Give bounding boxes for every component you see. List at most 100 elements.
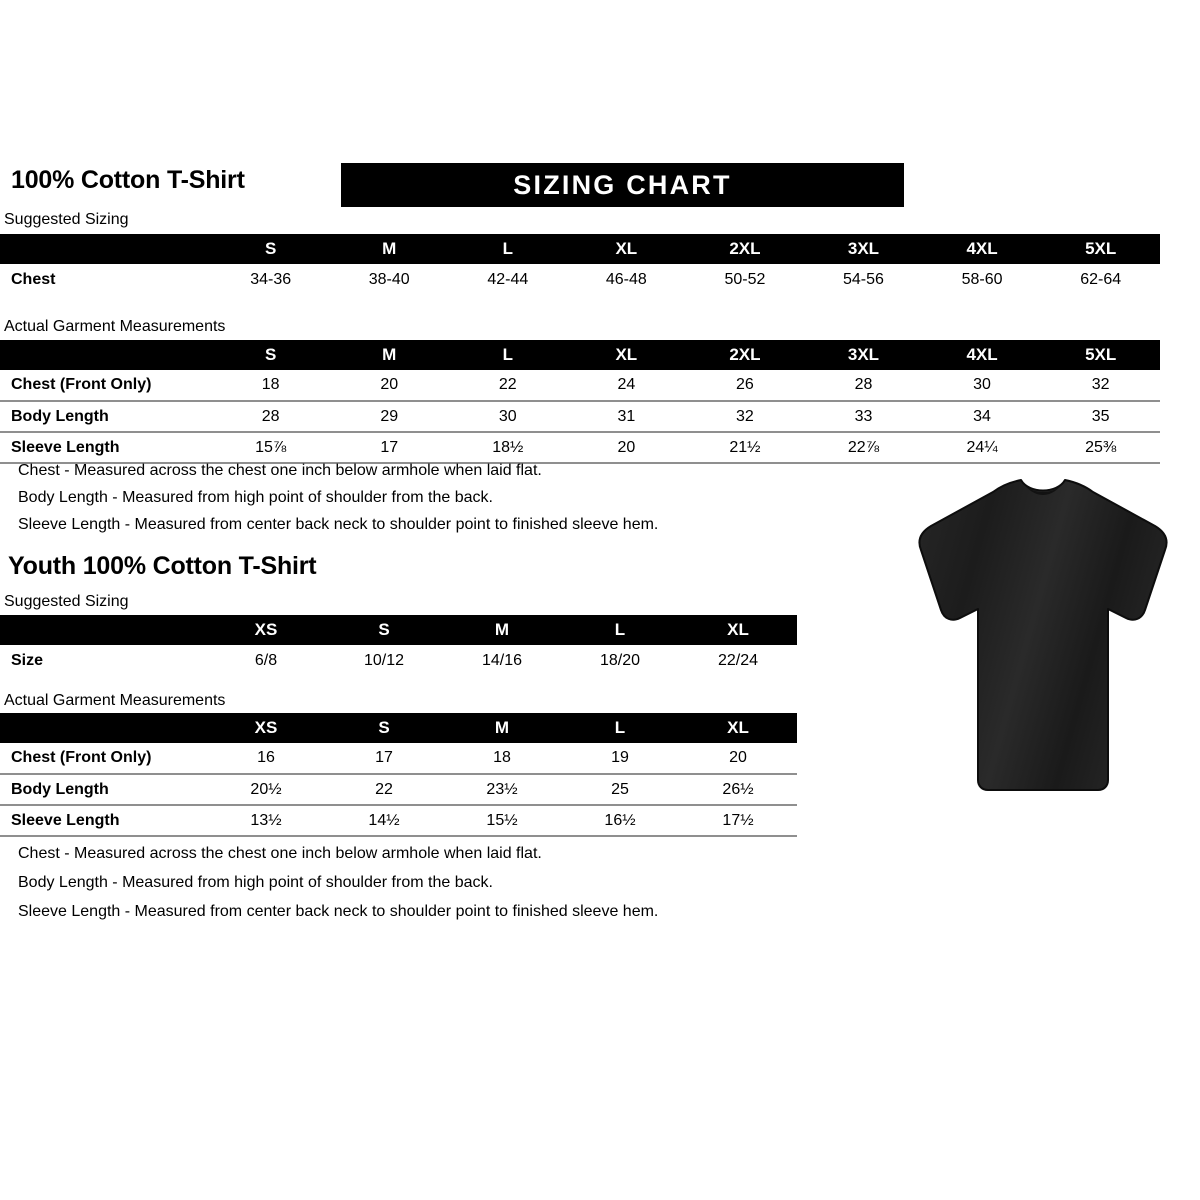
column-header-5xl: 5XL bbox=[1085, 239, 1117, 258]
tshirt-product-image bbox=[893, 470, 1193, 810]
youth-note-sleeve-length: Sleeve Length - Measured from center bac… bbox=[18, 903, 659, 920]
table-row: Body Length 20½ 22 23½ 25 26½ bbox=[0, 774, 797, 805]
youth-suggested-sizing-label: Suggested Sizing bbox=[4, 593, 129, 610]
cell-chest-5xl: 62-64 bbox=[1080, 271, 1122, 288]
cell-sleevelength-l: 18½ bbox=[492, 438, 524, 456]
youth-suggested-sizing-table: XS S M L XL Size 6/8 10/12 14/16 18/20 2… bbox=[0, 615, 797, 676]
cell-chest-4xl: 58-60 bbox=[961, 271, 1003, 288]
table-row: Chest (Front Only) 18 20 22 24 26 28 30 … bbox=[0, 370, 1160, 401]
row-label-sleeve-length: Sleeve Length bbox=[11, 811, 120, 829]
column-header-s: S bbox=[378, 620, 390, 639]
column-header-l: L bbox=[502, 345, 513, 364]
cell-bodylength-5xl: 35 bbox=[1091, 407, 1110, 425]
cell-bodylength-s: 22 bbox=[375, 780, 393, 798]
cell-bodylength-3xl: 33 bbox=[854, 407, 873, 425]
cell-size-m: 14/16 bbox=[481, 651, 523, 669]
column-header-4xl: 4XL bbox=[966, 345, 998, 364]
cell-chest-m: 38-40 bbox=[368, 271, 410, 288]
column-header-s: S bbox=[378, 718, 390, 737]
cell-bodylength-xl: 31 bbox=[617, 407, 636, 425]
column-header-l: L bbox=[614, 620, 626, 639]
column-header-blank bbox=[0, 340, 211, 370]
column-header-2xl: 2XL bbox=[729, 345, 761, 364]
youth-section-title: Youth 100% Cotton T-Shirt bbox=[8, 552, 317, 580]
row-label-body-length: Body Length bbox=[11, 407, 109, 425]
cell-chestfront-4xl: 30 bbox=[973, 376, 991, 393]
column-header-m: M bbox=[382, 345, 397, 364]
cell-sleevelength-m: 15½ bbox=[486, 811, 518, 829]
table-header-row: XS S M L XL bbox=[0, 713, 797, 743]
cell-sleevelength-m: 17 bbox=[380, 438, 399, 456]
row-label-body-length: Body Length bbox=[11, 780, 109, 798]
row-label-sleeve-length: Sleeve Length bbox=[11, 438, 120, 456]
cell-chestfront-5xl: 32 bbox=[1091, 376, 1110, 393]
cell-bodylength-xl: 26½ bbox=[722, 780, 754, 798]
table-row: Sleeve Length 13½ 14½ 15½ 16½ 17½ bbox=[0, 805, 797, 836]
cell-chest-xl: 46-48 bbox=[605, 271, 647, 288]
column-header-m: M bbox=[494, 718, 510, 737]
column-header-3xl: 3XL bbox=[847, 239, 880, 258]
cell-sleevelength-l: 16½ bbox=[604, 811, 636, 829]
cell-chestfront-xs: 16 bbox=[257, 749, 275, 766]
row-label-chest-front-only: Chest (Front Only) bbox=[11, 376, 152, 393]
column-header-xl: XL bbox=[615, 239, 638, 258]
cell-sleevelength-3xl: 22⅞ bbox=[847, 438, 880, 456]
cell-bodylength-xs: 20½ bbox=[250, 780, 282, 798]
cell-size-s: 10/12 bbox=[363, 651, 405, 669]
adult-note-chest: Chest - Measured across the chest one in… bbox=[18, 462, 542, 479]
column-header-m: M bbox=[494, 620, 510, 639]
table-header-row: XS S M L XL bbox=[0, 615, 797, 645]
cell-sleevelength-4xl: 24¼ bbox=[966, 438, 998, 456]
column-header-xs: XS bbox=[254, 718, 278, 737]
column-header-xl: XL bbox=[727, 718, 749, 737]
cell-chestfront-2xl: 26 bbox=[736, 376, 754, 393]
table-row: Chest (Front Only) 16 17 18 19 20 bbox=[0, 743, 797, 774]
column-header-xl: XL bbox=[615, 345, 638, 364]
table-row: Size 6/8 10/12 14/16 18/20 22/24 bbox=[0, 645, 797, 676]
adult-suggested-sizing-label: Suggested Sizing bbox=[4, 211, 129, 228]
adult-suggested-sizing-table: S M L XL 2XL 3XL 4XL 5XL Chest 34-36 38-… bbox=[0, 234, 1160, 296]
cell-chestfront-xl: 20 bbox=[729, 749, 747, 766]
youth-actual-garment-label: Actual Garment Measurements bbox=[4, 692, 226, 709]
column-header-2xl: 2XL bbox=[729, 239, 761, 258]
column-header-5xl: 5XL bbox=[1085, 345, 1117, 364]
sizing-chart-banner: SIZING CHART bbox=[341, 163, 904, 207]
column-header-xl: XL bbox=[727, 620, 749, 639]
column-header-xs: XS bbox=[254, 620, 278, 639]
cell-sleevelength-xs: 13½ bbox=[250, 811, 282, 829]
cell-chest-2xl: 50-52 bbox=[724, 271, 766, 288]
table-row: Body Length 28 29 30 31 32 33 34 35 bbox=[0, 401, 1160, 432]
tshirt-icon bbox=[918, 479, 1168, 791]
column-header-l: L bbox=[502, 239, 513, 258]
table-header-row: S M L XL 2XL 3XL 4XL 5XL bbox=[0, 234, 1160, 264]
row-label-chest: Chest bbox=[11, 271, 56, 288]
cell-bodylength-l: 30 bbox=[498, 407, 517, 425]
column-header-m: M bbox=[382, 239, 397, 258]
column-header-blank bbox=[0, 615, 207, 645]
column-header-4xl: 4XL bbox=[966, 239, 998, 258]
table-row: Chest 34-36 38-40 42-44 46-48 50-52 54-5… bbox=[0, 264, 1160, 296]
cell-sleevelength-s: 14½ bbox=[368, 811, 400, 829]
adult-note-sleeve-length: Sleeve Length - Measured from center bac… bbox=[18, 516, 659, 533]
cell-chestfront-3xl: 28 bbox=[854, 376, 873, 393]
table-row: Sleeve Length 15⅞ 17 18½ 20 21½ 22⅞ 24¼ … bbox=[0, 432, 1160, 463]
cell-size-xs: 6/8 bbox=[254, 651, 278, 669]
cell-sleevelength-s: 15⅞ bbox=[255, 438, 287, 456]
column-header-blank bbox=[0, 713, 207, 743]
cell-size-xl: 22/24 bbox=[717, 651, 759, 669]
adult-actual-garment-label: Actual Garment Measurements bbox=[4, 318, 226, 335]
cell-sleevelength-xl: 20 bbox=[617, 438, 636, 456]
cell-chestfront-l: 19 bbox=[611, 749, 629, 766]
adult-actual-measurements-table: S M L XL 2XL 3XL 4XL 5XL Chest (Front On… bbox=[0, 340, 1160, 464]
cell-bodylength-2xl: 32 bbox=[736, 407, 754, 425]
column-header-l: L bbox=[614, 718, 626, 737]
cell-chestfront-xl: 24 bbox=[617, 376, 636, 393]
cell-chest-s: 34-36 bbox=[250, 271, 292, 288]
cell-size-l: 18/20 bbox=[599, 651, 641, 669]
cell-bodylength-s: 28 bbox=[261, 407, 280, 425]
row-label-chest-front-only: Chest (Front Only) bbox=[11, 749, 152, 766]
cell-bodylength-4xl: 34 bbox=[973, 407, 991, 425]
cell-bodylength-l: 25 bbox=[611, 780, 629, 798]
youth-note-body-length: Body Length - Measured from high point o… bbox=[18, 874, 493, 891]
